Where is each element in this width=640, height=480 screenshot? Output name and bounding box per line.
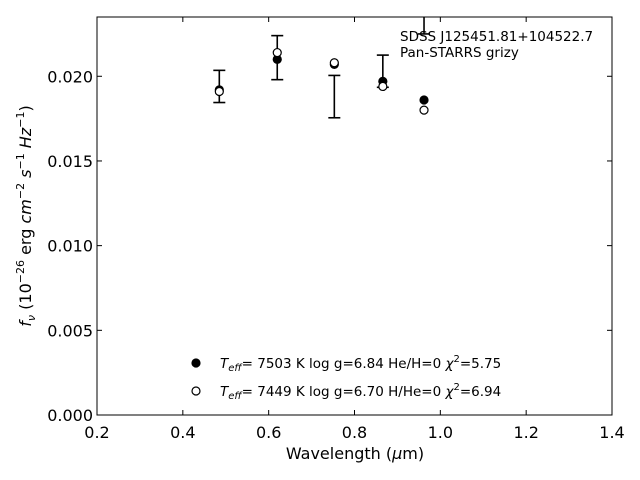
legend-label: Teff= 7503 K log g=6.84 He/H=0 χ2=5.75 xyxy=(220,354,501,374)
x-tick-label: 1.4 xyxy=(599,423,624,442)
x-axis: 0.2 0.4 0.6 0.8 1.0 1.2 1.4 xyxy=(84,17,625,442)
errorbar xyxy=(328,74,341,119)
open-circle-point xyxy=(329,58,339,68)
y-tick-label: 0.005 xyxy=(47,321,93,340)
y-label-part: ) xyxy=(16,105,35,111)
x-tick-label: 0.4 xyxy=(170,423,195,442)
y-label-part: s xyxy=(16,170,35,183)
y-label-part: (10 xyxy=(16,283,35,315)
legend-chi: χ xyxy=(444,356,454,372)
y-label-part: Hz xyxy=(16,127,35,153)
x-tick-label: 0.8 xyxy=(342,423,367,442)
legend-eff: eff xyxy=(228,391,243,402)
legend-chi-sup: 2 xyxy=(453,354,459,365)
legend-item: Teff= 7449 K log g=6.70 H/He=0 χ2=6.94 xyxy=(191,382,501,402)
y-tick-label: 0.015 xyxy=(47,152,93,171)
filled-circle-point xyxy=(419,95,429,105)
legend: Teff= 7503 K log g=6.84 He/H=0 χ2=5.75Te… xyxy=(191,354,501,402)
legend-eff: eff xyxy=(228,363,243,374)
y-label-part: −26 xyxy=(14,260,27,283)
legend-chi-sup: 2 xyxy=(453,382,459,393)
x-tick-label: 1.2 xyxy=(513,423,538,442)
legend-open-marker xyxy=(191,386,201,396)
y-label-part: cm xyxy=(16,199,35,223)
model-series xyxy=(214,47,429,115)
y-tick-label: 0.020 xyxy=(47,67,93,86)
plot-area xyxy=(96,16,613,416)
legend-item: Teff= 7503 K log g=6.84 He/H=0 χ2=5.75 xyxy=(191,354,501,374)
x-tick-label: 0.2 xyxy=(84,423,109,442)
legend-filled-marker xyxy=(191,358,201,368)
annotation-line-1: SDSS J125451.81+104522.7 xyxy=(400,29,593,45)
y-label-part: −2 xyxy=(14,183,27,199)
errorbar xyxy=(418,17,431,35)
legend-chi: χ xyxy=(444,384,454,400)
open-circle-point xyxy=(378,81,388,92)
y-tick-label: 0.010 xyxy=(47,237,93,256)
legend-params: = 7503 K log g=6.84 He/H=0 xyxy=(242,356,446,372)
legend-params: = 7449 K log g=6.70 H/He=0 xyxy=(242,384,446,400)
y-label-part: −1 xyxy=(14,112,27,128)
legend-label: Teff= 7449 K log g=6.70 H/He=0 χ2=6.94 xyxy=(220,382,501,402)
legend-chi-val: =6.94 xyxy=(460,384,501,400)
y-axis: 0.000 0.005 0.010 0.015 0.020 xyxy=(47,67,612,425)
y-label-part: erg xyxy=(16,224,35,260)
x-tick-label: 1.0 xyxy=(428,423,453,442)
legend-chi-val: =5.75 xyxy=(460,356,501,372)
y-tick-label: 0.000 xyxy=(47,406,93,425)
x-axis-label: Wavelength (μm) xyxy=(286,444,424,463)
y-axis-label: fν (10−26 erg cm−2 s−1 Hz−1) xyxy=(14,105,38,326)
x-label-mu: μ xyxy=(391,444,402,463)
annotation-line-2: Pan-STARRS grizy xyxy=(400,45,519,61)
x-tick-label: 0.6 xyxy=(256,423,281,442)
x-label-rest: m) xyxy=(402,444,424,463)
legend-T: T xyxy=(220,356,230,372)
open-circle-point xyxy=(419,105,429,115)
y-label-part: ν xyxy=(25,315,38,321)
y-label-part: −1 xyxy=(14,153,27,169)
open-circle-point xyxy=(272,47,282,58)
open-circle-point xyxy=(214,86,224,97)
y-label-part: f xyxy=(16,319,35,327)
legend-T: T xyxy=(220,384,230,400)
